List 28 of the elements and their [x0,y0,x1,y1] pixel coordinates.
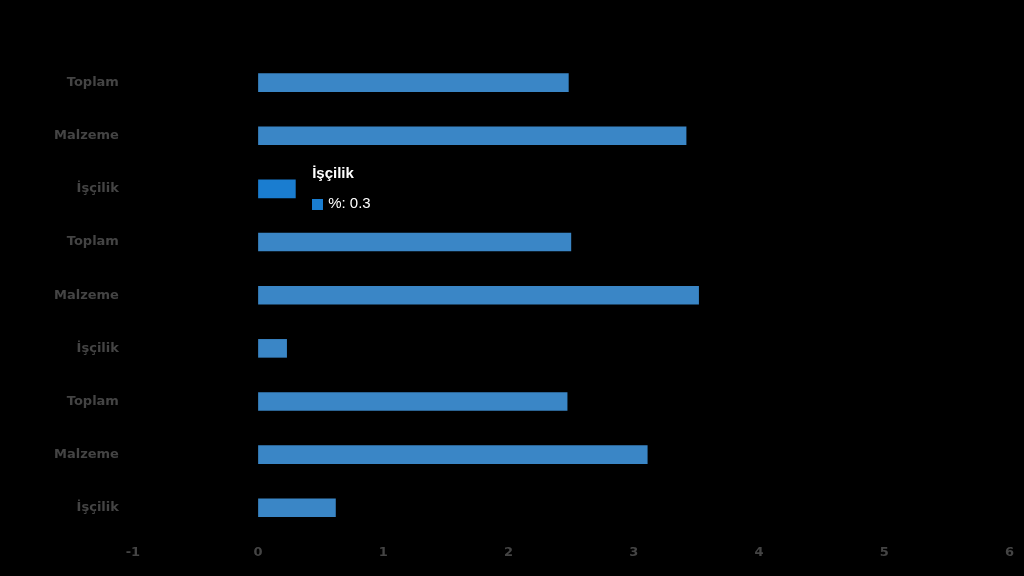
y-tick-label: Toplam [66,392,119,408]
y-tick-label: Malzeme [53,286,120,302]
annotation: İşçilik [312,164,355,182]
bar [258,392,568,411]
bar [258,285,699,305]
x-tick-label: -1 [125,543,141,559]
annotation: %: 0.3 [328,194,371,212]
x-tick-label: 0 [253,543,263,559]
bar [258,179,296,199]
y-tick-label: İşçilik [76,499,120,515]
bar [258,498,336,518]
x-tick-label: 4 [754,543,764,559]
x-tick-label: 2 [504,543,514,559]
y-tick-label: Malzeme [53,127,120,143]
y-tick-label: Toplam [66,73,119,89]
bar [258,126,687,146]
bar [258,73,569,92]
y-tick-label: İşçilik [76,180,120,196]
bar [258,232,572,252]
x-tick-label: 3 [629,543,639,559]
y-tick-label: Toplam [66,233,119,249]
y-tick-label: İşçilik [76,339,120,355]
x-tick-label: 1 [378,543,388,559]
y-tick-label: Malzeme [53,446,120,462]
bar [258,339,287,358]
bar [258,445,648,464]
x-tick-label: 5 [879,543,889,559]
x-tick-label: 6 [1004,543,1014,559]
